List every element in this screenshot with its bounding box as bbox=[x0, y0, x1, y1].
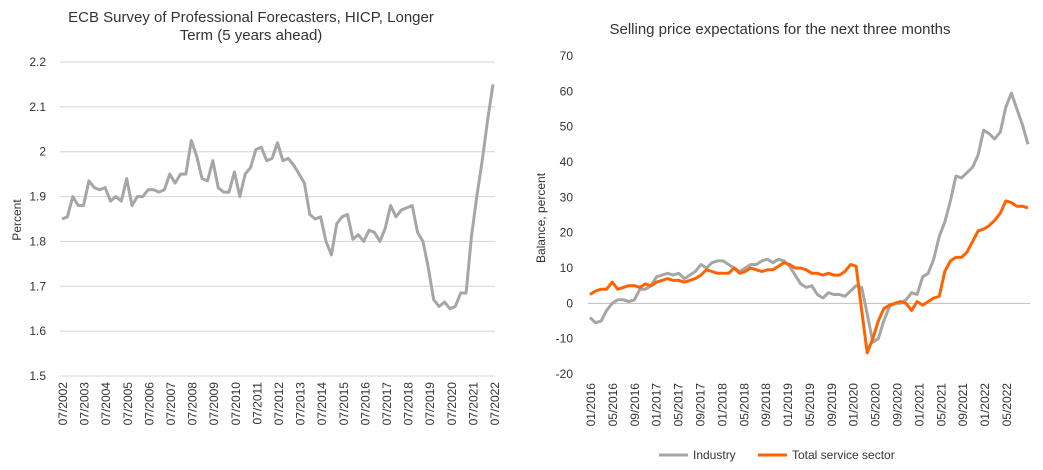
right-y-tick-label: 30 bbox=[560, 190, 574, 204]
legend-label-industry: Industry bbox=[693, 448, 736, 462]
right-y-tick-label: 40 bbox=[560, 155, 574, 169]
left-x-tick-label: 07/2003 bbox=[78, 382, 92, 426]
left-x-tick-label: 07/2008 bbox=[186, 382, 200, 426]
right-x-tick-label: 09/2021 bbox=[956, 383, 970, 427]
right-chart-y-axis-label: Balance, percent bbox=[534, 172, 548, 263]
right-y-tick-label: 50 bbox=[560, 120, 574, 134]
left-x-tick-label: 07/2010 bbox=[229, 382, 243, 426]
right-x-tick-label: 01/2019 bbox=[781, 383, 795, 427]
right-y-tick-label: 20 bbox=[560, 226, 574, 240]
right-y-tick-label: -10 bbox=[556, 332, 574, 346]
right-y-tick-label: 10 bbox=[560, 261, 574, 275]
left-x-tick-label: 07/2002 bbox=[56, 382, 70, 426]
right-series-line-0 bbox=[588, 91, 1030, 344]
right-x-tick-label: 05/2017 bbox=[672, 383, 686, 427]
left-y-tick-label: 2 bbox=[39, 145, 46, 159]
right-x-tick-label: 01/2021 bbox=[912, 383, 926, 427]
left-x-tick-label: 07/2020 bbox=[445, 382, 459, 426]
right-x-tick-label: 05/2021 bbox=[934, 383, 948, 427]
right-chart-title: Selling price expectations for the next … bbox=[609, 21, 950, 38]
right-x-tick-label: 05/2022 bbox=[1000, 383, 1014, 427]
right-y-tick-label: 70 bbox=[560, 49, 574, 63]
left-x-tick-label: 07/2015 bbox=[337, 382, 351, 426]
left-x-tick-label: 07/2005 bbox=[121, 382, 135, 426]
right-y-tick-label: -20 bbox=[556, 367, 574, 381]
left-series-line bbox=[61, 84, 495, 311]
right-x-tick-label: 01/2016 bbox=[584, 383, 598, 427]
right-x-tick-label: 09/2018 bbox=[759, 383, 773, 427]
left-y-tick-label: 1.6 bbox=[29, 324, 46, 338]
left-chart-gridlines bbox=[60, 61, 495, 377]
left-x-tick-label: 07/2021 bbox=[466, 382, 480, 426]
left-chart-y-axis-label: Percent bbox=[10, 199, 24, 241]
right-y-tick-label: 0 bbox=[566, 296, 573, 310]
left-chart-series bbox=[61, 84, 495, 311]
left-x-tick-label: 07/2004 bbox=[99, 382, 113, 426]
right-chart: Selling price expectations for the next … bbox=[534, 21, 1030, 462]
right-x-tick-label: 01/2020 bbox=[847, 383, 861, 427]
left-x-tick-label: 07/2006 bbox=[142, 382, 156, 426]
left-y-tick-label: 1.8 bbox=[29, 234, 46, 248]
left-x-tick-label: 07/2013 bbox=[294, 382, 308, 426]
left-x-tick-label: 07/2016 bbox=[358, 382, 372, 426]
left-y-tick-label: 1.7 bbox=[29, 279, 46, 293]
left-chart-x-ticks: 07/2002 07/2003 07/2004 07/2005 07/2006 07/20… bbox=[56, 382, 502, 426]
right-x-tick-label: 09/2017 bbox=[693, 383, 707, 427]
right-x-tick-label: 09/2016 bbox=[628, 383, 642, 427]
left-x-tick-label: 07/2022 bbox=[488, 382, 502, 426]
left-x-tick-label: 07/2012 bbox=[272, 382, 286, 426]
left-x-tick-label: 07/2017 bbox=[380, 382, 394, 426]
right-chart-x-ticks: 01/2016 05/2016 09/2016 01/2017 05/2017 09/20… bbox=[584, 383, 1014, 427]
right-chart-series bbox=[588, 91, 1030, 355]
right-chart-legend: Industry Total service sector bbox=[659, 448, 895, 462]
left-chart-title-line-1: ECB Survey of Professional Forecasters, … bbox=[68, 9, 434, 26]
right-series-line-1 bbox=[589, 199, 1029, 355]
left-chart: ECB Survey of Professional Forecasters, … bbox=[10, 9, 502, 425]
right-x-tick-label: 05/2016 bbox=[606, 383, 620, 427]
right-x-tick-label: 05/2018 bbox=[737, 383, 751, 427]
left-x-tick-label: 07/2009 bbox=[207, 382, 221, 426]
right-x-tick-label: 09/2020 bbox=[891, 383, 905, 427]
left-y-tick-label: 2.2 bbox=[29, 55, 46, 69]
right-x-tick-label: 01/2017 bbox=[650, 383, 664, 427]
left-chart-y-ticks: 1.5 1.6 1.7 1.8 1.9 2 2.1 2.2 bbox=[29, 55, 46, 383]
left-x-tick-label: 07/2011 bbox=[250, 382, 264, 425]
right-x-tick-label: 01/2018 bbox=[715, 383, 729, 427]
right-x-tick-label: 05/2020 bbox=[869, 383, 883, 427]
left-x-tick-label: 07/2007 bbox=[164, 382, 178, 426]
right-y-tick-label: 60 bbox=[560, 84, 574, 98]
right-x-tick-label: 01/2022 bbox=[978, 383, 992, 427]
left-x-tick-label: 07/2019 bbox=[423, 382, 437, 426]
legend-label-total-service-sector: Total service sector bbox=[792, 448, 895, 462]
right-chart-y-ticks: -20 -10 0 10 20 30 40 50 60 70 bbox=[556, 49, 574, 381]
left-y-tick-label: 2.1 bbox=[29, 100, 46, 114]
left-x-tick-label: 07/2018 bbox=[402, 382, 416, 426]
left-y-tick-label: 1.5 bbox=[29, 369, 46, 383]
right-x-tick-label: 05/2019 bbox=[803, 383, 817, 427]
left-chart-title-line-2: Term (5 years ahead) bbox=[180, 27, 323, 44]
left-y-tick-label: 1.9 bbox=[29, 190, 46, 204]
left-x-tick-label: 07/2014 bbox=[315, 382, 329, 426]
right-x-tick-label: 09/2019 bbox=[825, 383, 839, 427]
